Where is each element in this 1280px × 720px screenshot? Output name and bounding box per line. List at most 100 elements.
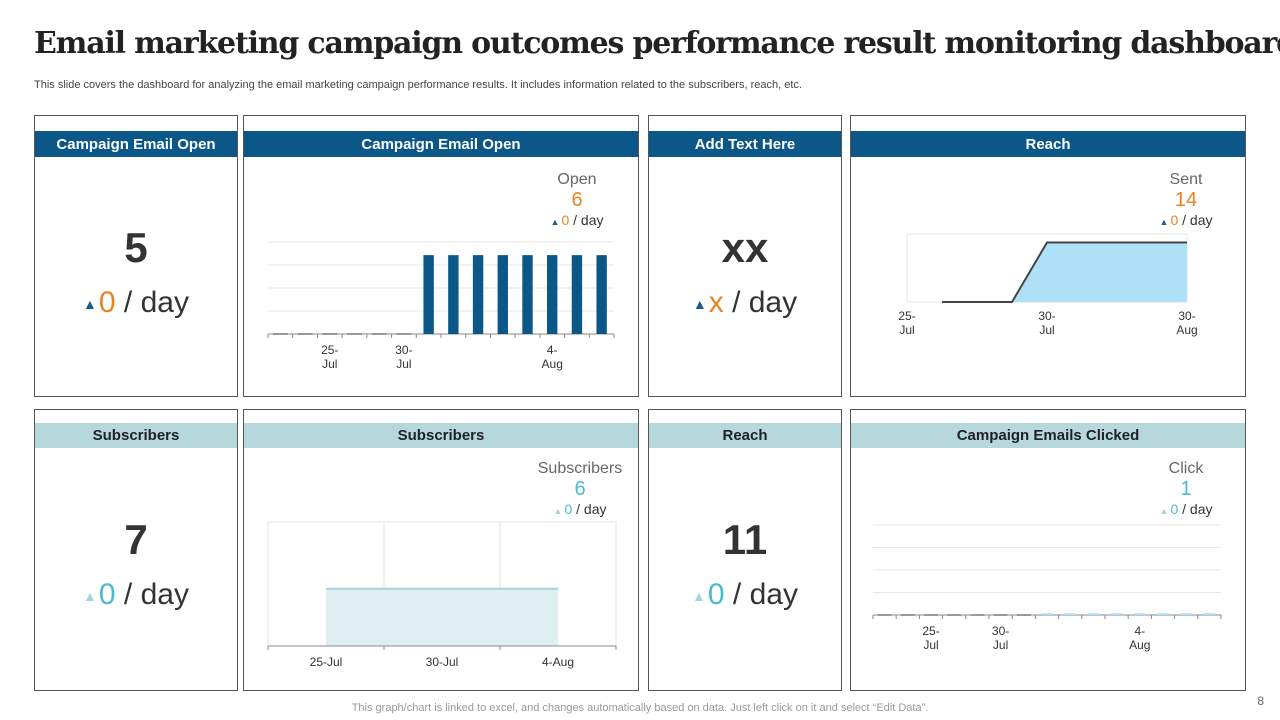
bar <box>448 255 459 334</box>
kpi-value: 7 <box>124 516 148 563</box>
bar <box>547 255 558 334</box>
series-line <box>942 241 1187 303</box>
chart-summary-label: Subscribers <box>537 460 623 477</box>
bar <box>596 255 607 334</box>
page-number: 8 <box>1257 694 1264 708</box>
chart-summary: Sent 14 ▲ 0 / day <box>1136 171 1236 228</box>
per-day-label: / day <box>732 286 798 319</box>
kpi-rate-value: 0 <box>707 578 725 611</box>
kpi-rate: ▲0 / day <box>35 578 237 612</box>
chart-summary-label: Sent <box>1169 171 1203 188</box>
bar <box>571 255 583 334</box>
trend-up-icon: ▲ <box>1159 216 1169 227</box>
x-tick-label: 25-Jul <box>310 655 343 669</box>
chart-open-bars: 25-Jul 30-Jul 4-Aug <box>267 241 615 371</box>
footer-note: This graph/chart is linked to excel, and… <box>351 702 929 714</box>
chart-summary: Open 6 ▲ 0 / day <box>527 171 627 228</box>
chart-summary: Click 1 ▲ 0 / day <box>1136 460 1236 517</box>
chart-summary-rate-value: 0 <box>1170 212 1179 229</box>
chart-summary-label: Open <box>557 171 597 188</box>
bar <box>1203 613 1216 615</box>
chart-summary-rate-value: 0 <box>564 501 573 518</box>
trend-up-icon: ▲ <box>553 505 563 516</box>
per-day-label: / day <box>123 286 189 319</box>
per-day-label: / day <box>573 212 604 229</box>
x-tick-label: 30-Aug <box>1176 309 1197 337</box>
kpi-rate: ▲0 / day <box>649 578 841 612</box>
kpi-value: 11 <box>722 516 768 563</box>
area-fill <box>326 588 558 646</box>
kpi-rate-value: 0 <box>98 286 116 319</box>
trend-up-icon: ▲ <box>83 296 97 313</box>
card-reach-kpi: Reach 11 ▲0 / day <box>648 409 842 691</box>
bar <box>1134 613 1146 615</box>
chart-summary-value: 6 <box>571 189 583 212</box>
per-day-label: / day <box>1182 501 1213 518</box>
bar <box>497 255 508 334</box>
card-header: Add Text Here <box>649 131 841 157</box>
x-tick-label: 30-Jul <box>1038 309 1055 337</box>
bar <box>1110 613 1123 615</box>
card-header: Subscribers <box>244 423 638 448</box>
chart-subscribers-area: 25-Jul 30-Jul 4-Aug <box>267 521 617 669</box>
card-campaign-email-open-kpi: Campaign Email Open 5 ▲0 / day <box>34 115 238 397</box>
kpi-rate-value: 0 <box>98 578 116 611</box>
bar <box>1157 613 1169 615</box>
card-header: Campaign Email Open <box>35 131 237 157</box>
bar <box>1087 613 1100 615</box>
card-subscribers-chart: Subscribers Subscribers 6 ▲ 0 / day 25-Ju… <box>243 409 639 691</box>
bar <box>1041 613 1053 615</box>
chart-summary-rate-value: 0 <box>561 212 570 229</box>
chart-summary-rate-value: 0 <box>1170 501 1179 518</box>
card-header: Subscribers <box>35 423 237 448</box>
chart-clicked-bars: 25-Jul 30-Jul 4-Aug <box>872 524 1222 652</box>
chart-summary: Subscribers 6 ▲ 0 / day <box>520 460 640 517</box>
per-day-label: / day <box>123 578 189 611</box>
x-tick-label: 4-Aug <box>1129 624 1150 652</box>
bar <box>522 255 533 334</box>
chart-summary-rate: ▲ 0 / day <box>527 212 627 228</box>
bar <box>472 255 484 334</box>
bar <box>423 255 434 334</box>
page-subtitle: This slide covers the dashboard for anal… <box>34 79 802 91</box>
bar <box>1180 613 1192 615</box>
x-tick-label: 25-Jul <box>898 309 915 337</box>
page-title: Email marketing campaign outcomes perfor… <box>34 26 1280 61</box>
per-day-label: / day <box>576 501 607 518</box>
area-fill <box>942 242 1187 302</box>
card-header: Reach <box>851 131 1245 157</box>
card-header: Campaign Email Open <box>244 131 638 157</box>
card-reach-chart: Reach Sent 14 ▲ 0 / day 25-Jul 30-Jul 30-Au… <box>850 115 1246 397</box>
trend-up-icon: ▲ <box>83 588 97 605</box>
card-campaign-email-open-chart: Campaign Email Open Open 6 ▲ 0 / day 25-J… <box>243 115 639 397</box>
x-tick-label: 4-Aug <box>542 655 574 669</box>
chart-summary-value: 1 <box>1180 478 1192 501</box>
trend-up-icon: ▲ <box>550 216 560 227</box>
card-add-text: Add Text Here xx ▲x / day <box>648 115 842 397</box>
bar <box>1064 613 1076 615</box>
x-tick-label: 25-Jul <box>922 624 939 652</box>
card-subscribers-kpi: Subscribers 7 ▲0 / day <box>34 409 238 691</box>
x-tick-label: 25-Jul <box>321 343 338 371</box>
per-day-label: / day <box>1182 212 1213 229</box>
chart-summary-rate: ▲ 0 / day <box>520 501 640 517</box>
x-tick-label: 30-Jul <box>992 624 1009 652</box>
card-campaign-emails-clicked-chart: Campaign Emails Clicked Click 1 ▲ 0 / day… <box>850 409 1246 691</box>
trend-up-icon: ▲ <box>692 296 707 313</box>
x-tick-label: 4-Aug <box>542 343 563 371</box>
card-header: Campaign Emails Clicked <box>851 423 1245 448</box>
per-day-label: / day <box>732 578 798 611</box>
kpi-rate: ▲0 / day <box>35 286 237 320</box>
kpi-value: 5 <box>124 224 148 271</box>
chart-summary-rate: ▲ 0 / day <box>1136 501 1236 517</box>
chart-summary-rate: ▲ 0 / day <box>1136 212 1236 228</box>
x-tick-label: 30-Jul <box>395 343 412 371</box>
chart-summary-value: 6 <box>574 478 586 501</box>
kpi-value: xx <box>721 224 769 271</box>
trend-up-icon: ▲ <box>1159 505 1169 516</box>
x-tick-label: 30-Jul <box>426 655 459 669</box>
trend-up-icon: ▲ <box>692 588 706 605</box>
chart-summary-value: 14 <box>1174 189 1198 212</box>
chart-reach-area: 25-Jul 30-Jul 30-Aug <box>898 233 1198 337</box>
card-header: Reach <box>649 423 841 448</box>
